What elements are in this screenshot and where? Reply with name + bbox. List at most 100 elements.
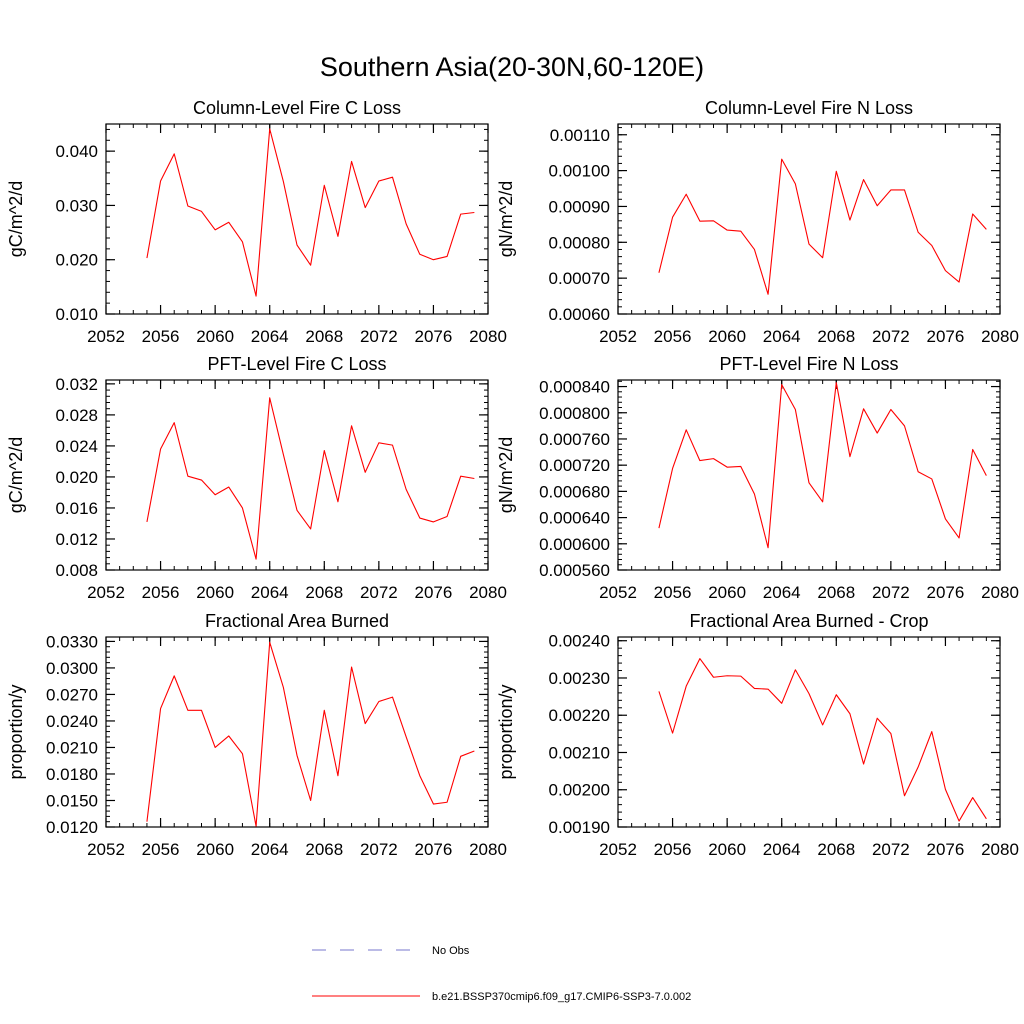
panel-title: Fractional Area Burned - Crop <box>689 611 928 631</box>
y-tick-label: 0.00190 <box>549 818 610 837</box>
x-tick-label: 2052 <box>599 327 637 346</box>
plot-frame <box>617 123 1001 315</box>
y-tick-label: 0.020 <box>55 251 98 270</box>
y-axis-label: gC/m^2/d <box>6 181 26 257</box>
y-tick-label: 0.0120 <box>46 818 98 837</box>
series-line-1 <box>658 382 987 549</box>
legend-label-no-obs: No Obs <box>432 945 470 957</box>
plot-panel-1: 2052 2056 2060 2064 2068 2072 2076 2080 0.010 0.0… <box>6 98 507 346</box>
plot-panel-2: 2052 2056 2060 2064 2068 2072 2076 2080 0.00060 0… <box>496 98 1019 346</box>
series-line-1 <box>146 128 475 297</box>
x-tick-label: 2056 <box>142 583 180 602</box>
x-tick-label: 2068 <box>817 327 855 346</box>
panel-title: PFT-Level Fire C Loss <box>207 354 386 374</box>
y-tick-label: 0.000800 <box>539 404 610 423</box>
x-tick-label: 2076 <box>415 327 453 346</box>
y-axis-label: proportion/y <box>6 684 26 779</box>
y-tick-label: 0.000600 <box>539 535 610 554</box>
y-tick-label: 0.0150 <box>46 791 98 810</box>
y-tick-label: 0.00210 <box>549 743 610 762</box>
panel-title: PFT-Level Fire N Loss <box>719 354 898 374</box>
legend-label-model: b.e21.BSSP370cmip6.f09_g17.CMIP6-SSP3-7.… <box>432 991 691 1003</box>
plot-frame <box>617 636 1001 828</box>
y-tick-label: 0.00200 <box>549 781 610 800</box>
y-tick-label: 0.016 <box>55 499 98 518</box>
y-axis-label: proportion/y <box>496 684 516 779</box>
x-tick-label: 2072 <box>872 583 910 602</box>
y-tick-label: 0.020 <box>55 468 98 487</box>
y-tick-label: 0.00070 <box>549 269 610 288</box>
y-tick-label: 0.0330 <box>46 632 98 651</box>
y-tick-label: 0.000760 <box>539 430 610 449</box>
x-tick-label: 2060 <box>196 840 234 859</box>
x-tick-label: 2068 <box>305 583 343 602</box>
y-tick-label: 0.00060 <box>549 305 610 324</box>
y-tick-label: 0.000720 <box>539 456 610 475</box>
y-tick-label: 0.0270 <box>46 685 98 704</box>
x-tick-label: 2076 <box>927 840 965 859</box>
x-tick-label: 2064 <box>251 583 289 602</box>
x-tick-label: 2072 <box>872 840 910 859</box>
x-tick-label: 2072 <box>360 583 398 602</box>
x-tick-label: 2060 <box>708 583 746 602</box>
x-tick-label: 2068 <box>817 583 855 602</box>
x-tick-label: 2060 <box>196 327 234 346</box>
x-tick-label: 2076 <box>415 840 453 859</box>
y-tick-label: 0.028 <box>55 406 98 425</box>
y-tick-label: 0.010 <box>55 305 98 324</box>
y-tick-label: 0.0210 <box>46 738 98 757</box>
x-tick-label: 2056 <box>654 840 692 859</box>
x-tick-label: 2076 <box>927 327 965 346</box>
x-tick-label: 2068 <box>817 840 855 859</box>
y-tick-label: 0.0180 <box>46 765 98 784</box>
plot-panel-4: 2052 2056 2060 2064 2068 2072 2076 2080 0.000560… <box>496 354 1019 602</box>
x-tick-label: 2080 <box>469 583 507 602</box>
x-tick-label: 2064 <box>763 840 801 859</box>
y-tick-label: 0.008 <box>55 561 98 580</box>
y-tick-label: 0.0300 <box>46 659 98 678</box>
plot-panel-3: 2052 2056 2060 2064 2068 2072 2076 2080 0.008 0.0… <box>6 354 507 602</box>
x-tick-label: 2080 <box>981 583 1019 602</box>
y-tick-label: 0.00080 <box>549 233 610 252</box>
panels-group: 2052 2056 2060 2064 2068 2072 2076 2080 0.010 0.0… <box>6 98 1019 859</box>
y-tick-label: 0.030 <box>55 196 98 215</box>
x-tick-label: 2052 <box>87 327 125 346</box>
series-line-1 <box>146 397 475 560</box>
x-tick-label: 2060 <box>708 327 746 346</box>
x-tick-label: 2080 <box>469 327 507 346</box>
y-tick-label: 0.0240 <box>46 712 98 731</box>
x-tick-label: 2056 <box>142 840 180 859</box>
y-tick-label: 0.024 <box>55 437 98 456</box>
y-tick-label: 0.00230 <box>549 669 610 688</box>
x-tick-label: 2052 <box>599 583 637 602</box>
x-tick-label: 2080 <box>469 840 507 859</box>
x-tick-label: 2068 <box>305 327 343 346</box>
x-tick-label: 2056 <box>654 327 692 346</box>
y-tick-label: 0.000560 <box>539 561 610 580</box>
figure-title: Southern Asia(20-30N,60-120E) <box>320 52 704 82</box>
plot-frame <box>617 379 1001 571</box>
y-tick-label: 0.032 <box>55 375 98 394</box>
panel-title: Fractional Area Burned <box>205 611 389 631</box>
series-line-1 <box>658 658 987 822</box>
y-tick-label: 0.040 <box>55 142 98 161</box>
x-tick-label: 2080 <box>981 327 1019 346</box>
x-tick-label: 2064 <box>251 840 289 859</box>
x-tick-label: 2056 <box>654 583 692 602</box>
y-tick-label: 0.00100 <box>549 162 610 181</box>
x-tick-label: 2076 <box>927 583 965 602</box>
x-tick-label: 2068 <box>305 840 343 859</box>
x-tick-label: 2076 <box>415 583 453 602</box>
x-tick-label: 2052 <box>599 840 637 859</box>
x-tick-label: 2060 <box>708 840 746 859</box>
x-tick-label: 2056 <box>142 327 180 346</box>
y-axis-label: gN/m^2/d <box>496 181 516 257</box>
panel-title: Column-Level Fire C Loss <box>193 98 401 118</box>
x-tick-label: 2064 <box>763 583 801 602</box>
y-axis-label: gC/m^2/d <box>6 437 26 513</box>
x-tick-label: 2064 <box>251 327 289 346</box>
x-tick-label: 2080 <box>981 840 1019 859</box>
y-tick-label: 0.012 <box>55 530 98 549</box>
x-tick-label: 2064 <box>763 327 801 346</box>
